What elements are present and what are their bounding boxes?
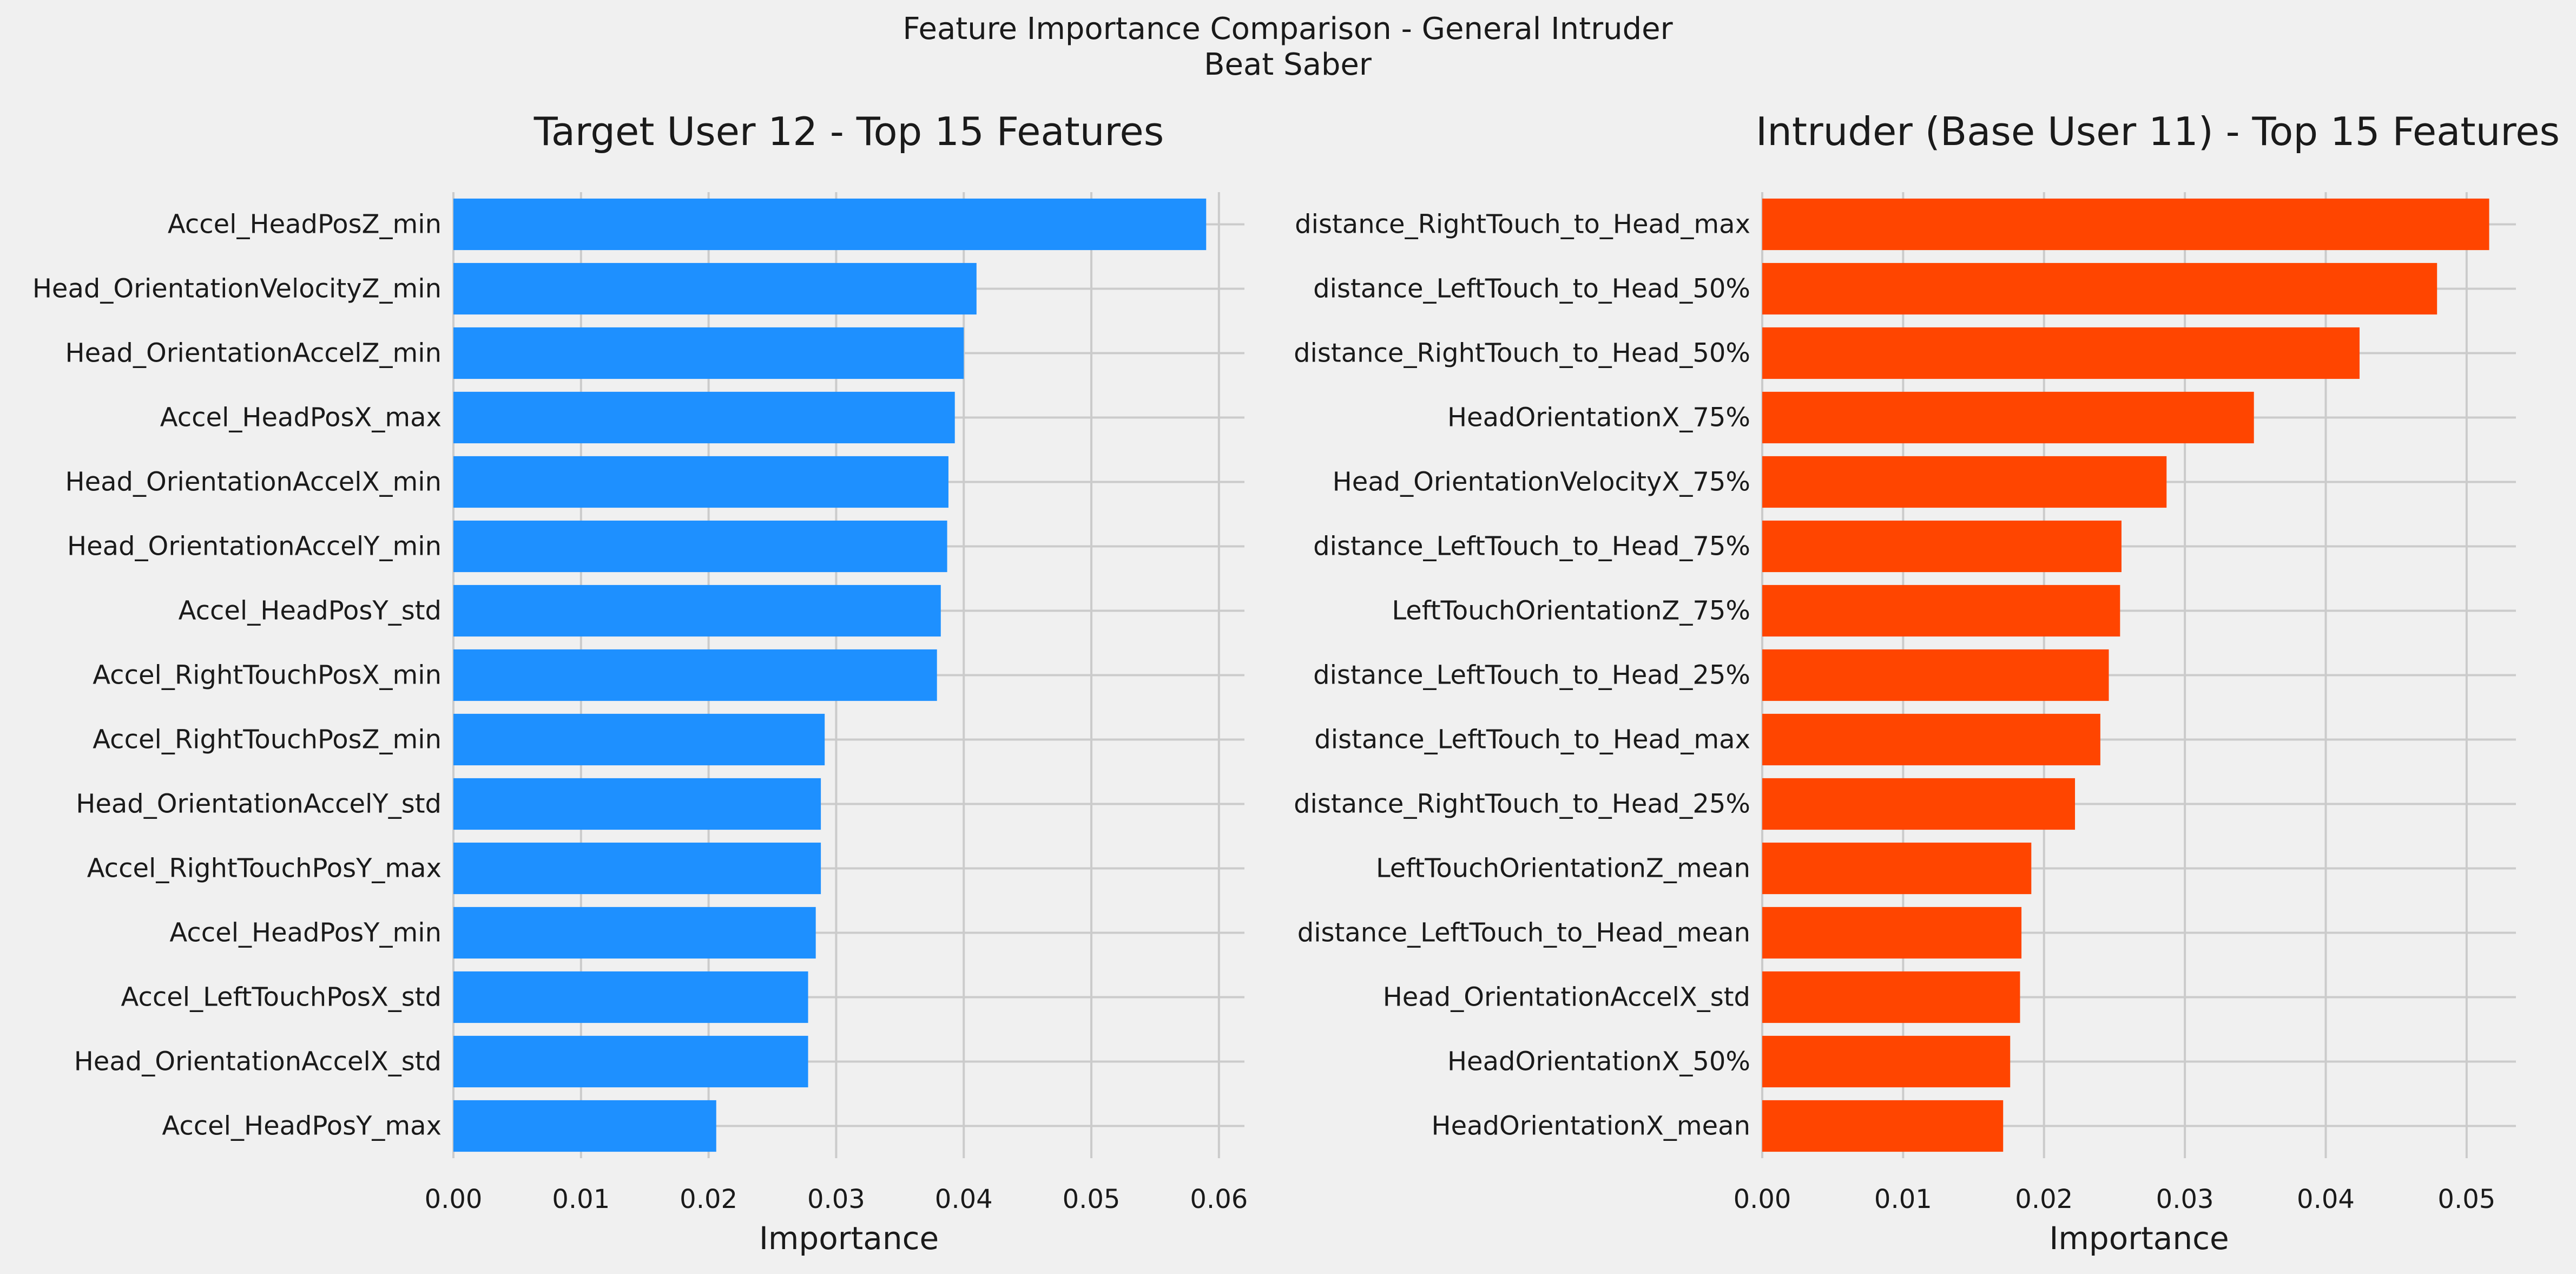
y-tick-label: LeftTouchOrientationZ_mean: [1376, 853, 1750, 884]
bar: [1762, 1100, 2004, 1152]
y-tick-label: Accel_LeftTouchPosX_std: [121, 982, 442, 1013]
y-tick-label: Accel_HeadPosX_max: [160, 403, 442, 433]
y-tick-label: Head_OrientationVelocityX_75%: [1333, 467, 1750, 497]
chart-panel-target-user: Accel_HeadPosZ_min Head_OrientationVeloci…: [32, 109, 1248, 1257]
y-tick-label: Head_OrientationAccelX_min: [65, 467, 442, 497]
y-tick-label: distance_RightTouch_to_Head_25%: [1294, 789, 1750, 819]
bar: [1762, 778, 2076, 830]
bar: [1762, 713, 2100, 766]
panel-title: Intruder (Base User 11) - Top 15 Feature…: [1756, 109, 2560, 154]
y-tick-label: Accel_HeadPosY_min: [169, 918, 442, 948]
x-tick-label: 0.04: [935, 1184, 993, 1214]
y-tick-label: Head_OrientationAccelX_std: [1383, 982, 1750, 1013]
bar: [453, 520, 947, 573]
x-tick-label: 0.05: [1063, 1184, 1121, 1214]
bar: [453, 971, 808, 1023]
y-tick-label: Head_OrientationAccelZ_min: [65, 338, 442, 369]
x-tick-label: 0.05: [2437, 1184, 2495, 1214]
y-tick-label: Accel_HeadPosZ_min: [168, 209, 442, 240]
y-tick-label: HeadOrientationX_50%: [1447, 1047, 1750, 1077]
bar: [1762, 520, 2122, 573]
bar: [453, 391, 955, 444]
y-tick-label: Accel_RightTouchPosZ_min: [93, 725, 442, 755]
bar: [453, 713, 825, 766]
y-tick-label: distance_RightTouch_to_Head_max: [1295, 209, 1750, 240]
y-tick-label: distance_LeftTouch_to_Head_75%: [1313, 531, 1750, 562]
bar: [453, 778, 821, 830]
y-tick-label: distance_RightTouch_to_Head_50%: [1294, 338, 1750, 369]
bar: [1762, 262, 2437, 315]
x-tick-label: 0.02: [680, 1184, 737, 1214]
x-tick-label: 0.01: [1874, 1184, 1932, 1214]
panel-title: Target User 12 - Top 15 Features: [533, 109, 1164, 154]
y-tick-label: distance_LeftTouch_to_Head_50%: [1313, 274, 1750, 304]
y-tick-label: Accel_RightTouchPosY_max: [87, 853, 442, 884]
bar: [1762, 585, 2120, 637]
x-axis-label: Importance: [759, 1220, 939, 1257]
bar: [453, 649, 937, 701]
y-tick-label: Accel_HeadPosY_max: [162, 1111, 442, 1141]
y-tick-label: Head_OrientationAccelY_min: [67, 531, 442, 562]
bar: [453, 842, 821, 895]
y-tick-label: Head_OrientationVelocityZ_min: [32, 274, 442, 304]
bar: [1762, 456, 2167, 508]
y-tick-label: Head_OrientationAccelX_std: [74, 1047, 442, 1077]
y-tick-label: Head_OrientationAccelY_std: [76, 789, 442, 819]
bar: [453, 327, 964, 379]
x-tick-label: 0.03: [807, 1184, 865, 1214]
figure-suptitle-line2: Beat Saber: [1204, 47, 1372, 82]
bar: [1762, 327, 2360, 379]
x-tick-label: 0.00: [1734, 1184, 1791, 1214]
y-tick-label: HeadOrientationX_mean: [1432, 1111, 1751, 1141]
bar: [453, 1035, 808, 1088]
bar: [453, 456, 948, 508]
y-tick-label: distance_LeftTouch_to_Head_max: [1314, 725, 1750, 755]
bar: [1762, 391, 2254, 444]
bar: [453, 262, 977, 315]
bar: [1762, 907, 2022, 959]
chart-panel-intruder: distance_RightTouch_to_Head_max distance_…: [1294, 109, 2560, 1257]
bar: [1762, 971, 2020, 1023]
y-tick-label: Accel_HeadPosY_std: [179, 596, 442, 626]
figure-suptitle-line1: Feature Importance Comparison - General …: [902, 11, 1673, 47]
x-tick-label: 0.04: [2297, 1184, 2355, 1214]
x-tick-label: 0.06: [1190, 1184, 1248, 1214]
bar: [453, 198, 1207, 251]
y-tick-label: HeadOrientationX_75%: [1447, 403, 1750, 433]
x-tick-label: 0.03: [2156, 1184, 2214, 1214]
x-axis-label: Importance: [2049, 1220, 2229, 1257]
bar: [453, 907, 816, 959]
bar: [1762, 649, 2109, 701]
bar: [1762, 1035, 2011, 1088]
y-tick-label: distance_LeftTouch_to_Head_25%: [1313, 660, 1750, 691]
bar: [453, 1100, 716, 1152]
bar: [1762, 198, 2489, 251]
bar: [1762, 842, 2032, 895]
x-tick-label: 0.00: [425, 1184, 483, 1214]
y-tick-label: Accel_RightTouchPosX_min: [93, 660, 442, 691]
bar: [453, 585, 941, 637]
y-tick-label: LeftTouchOrientationZ_75%: [1392, 596, 1750, 626]
x-tick-label: 0.01: [552, 1184, 610, 1214]
x-tick-label: 0.02: [2015, 1184, 2073, 1214]
y-tick-label: distance_LeftTouch_to_Head_mean: [1297, 918, 1750, 948]
